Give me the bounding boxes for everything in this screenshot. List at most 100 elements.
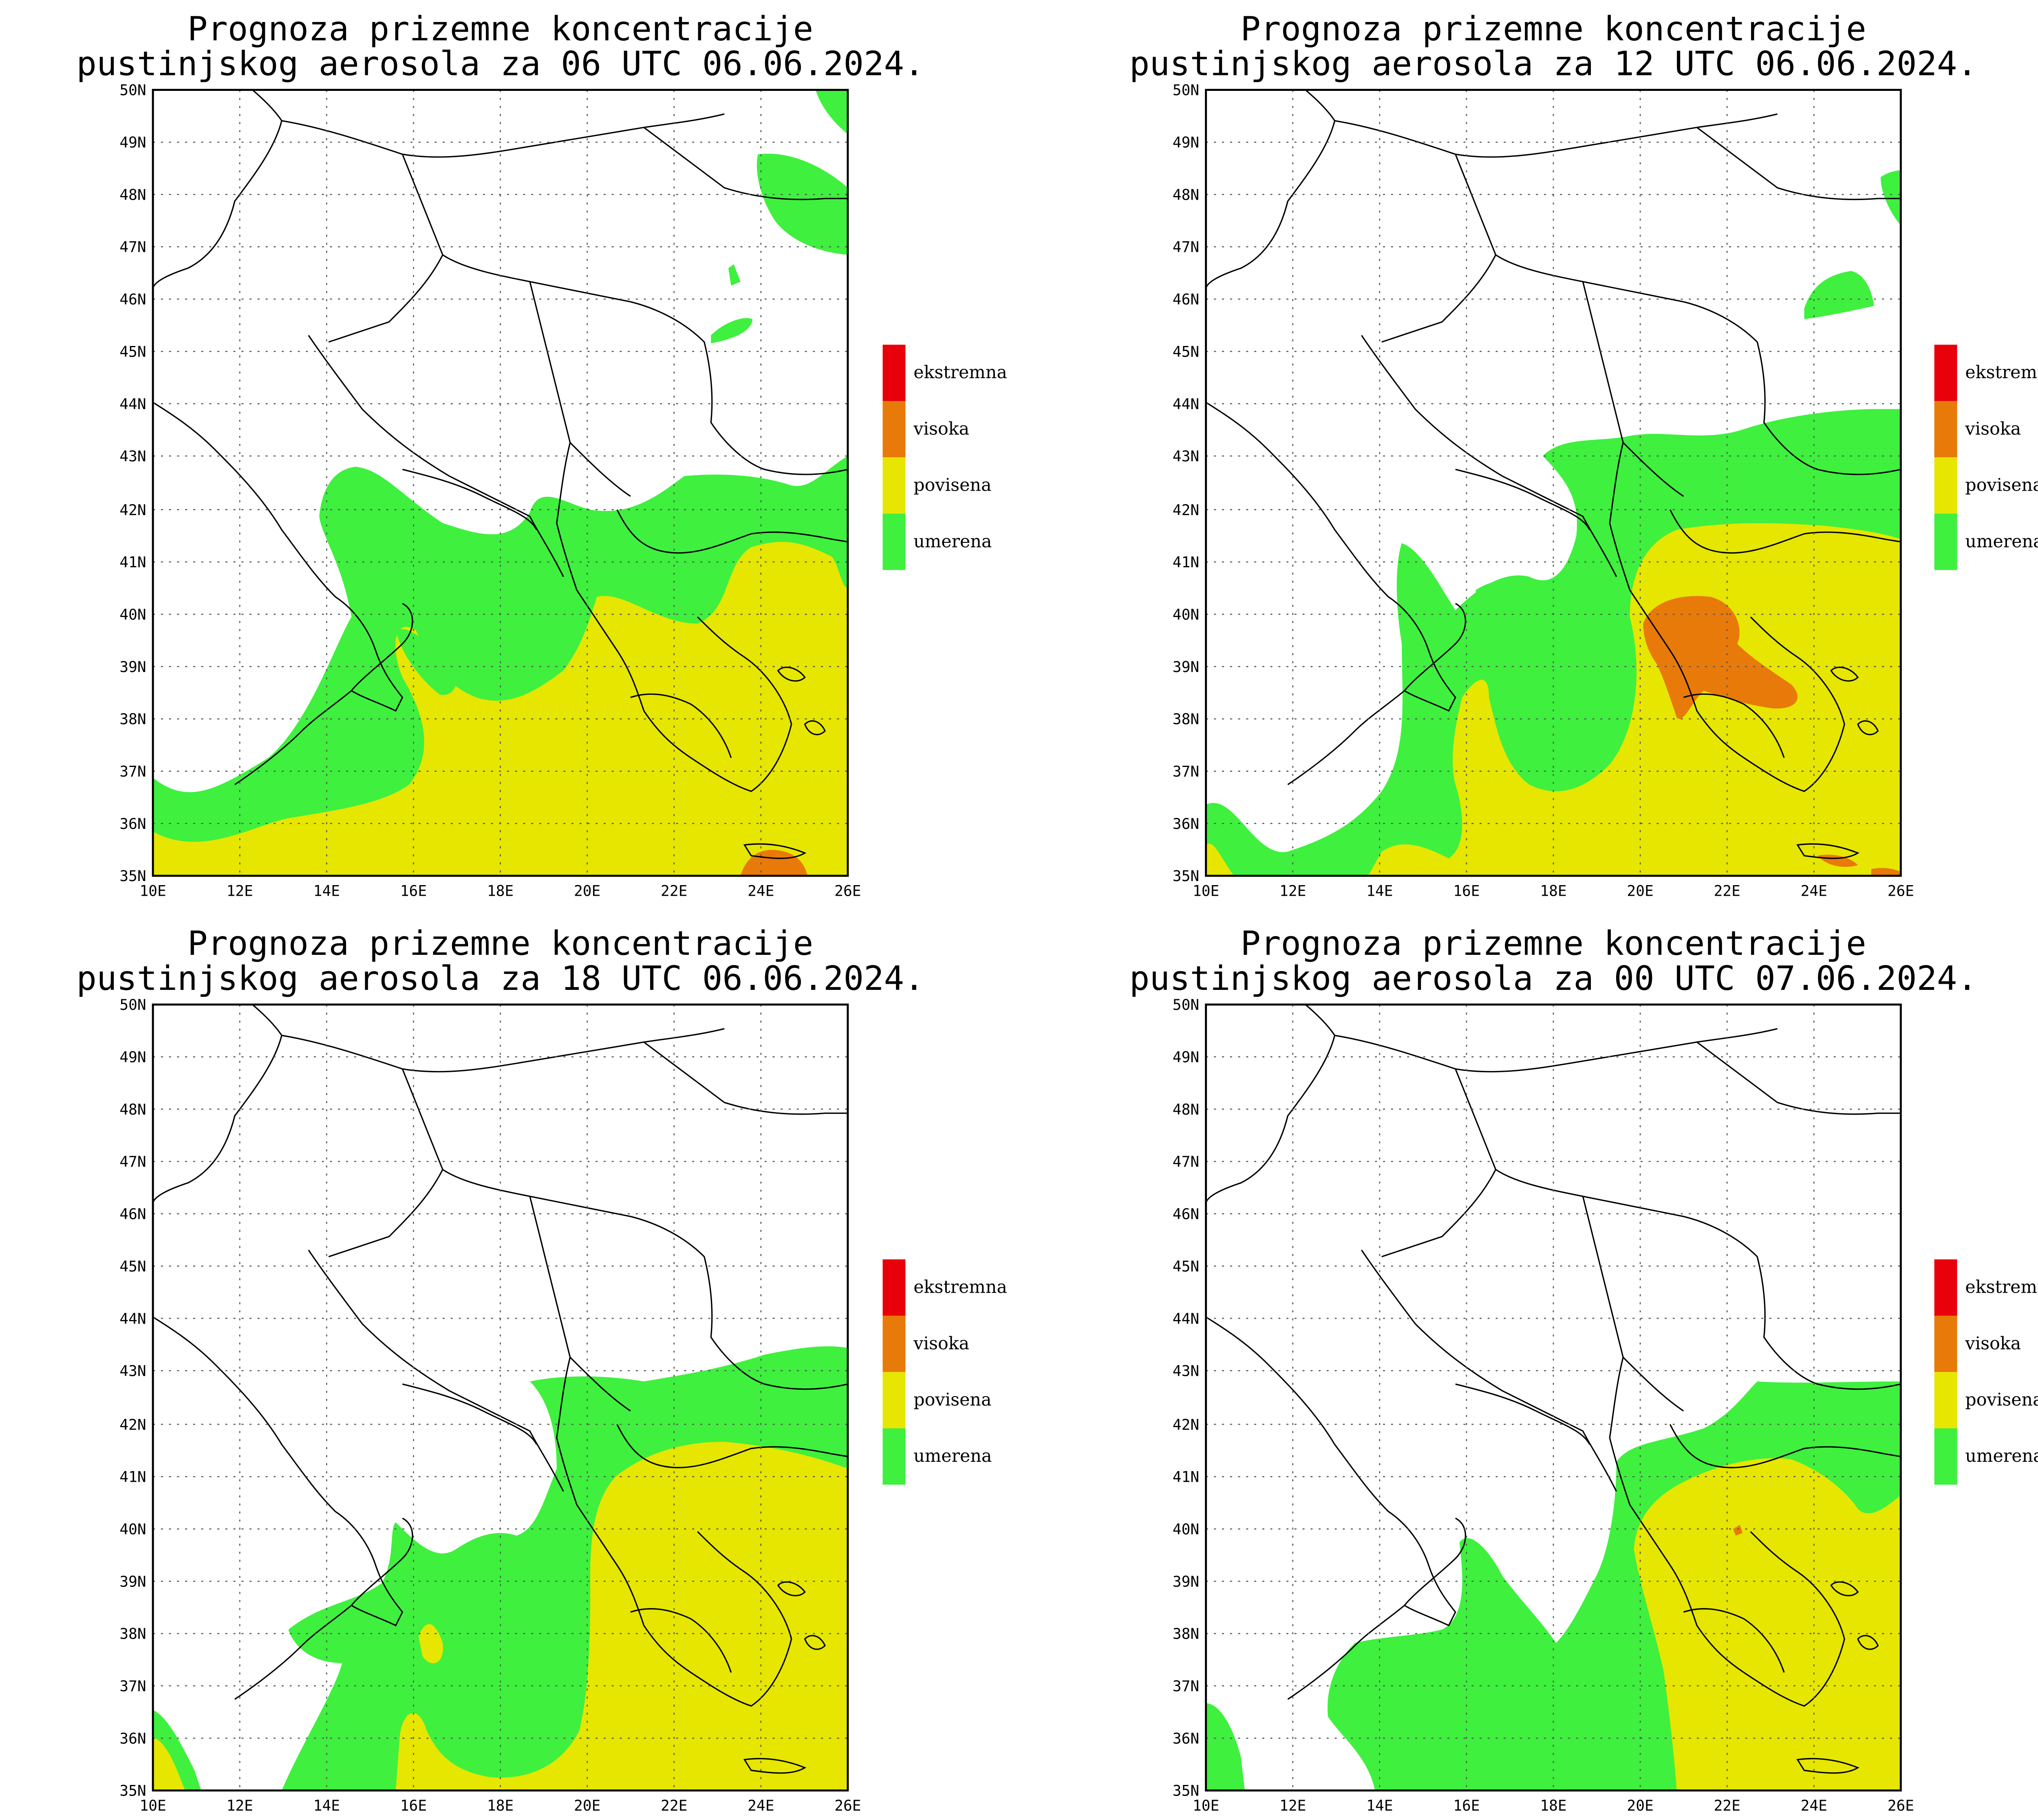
map-frame xyxy=(152,1003,849,1792)
lat-tick-label: 45N xyxy=(1173,343,1199,360)
lon-tick-label: 18E xyxy=(1540,882,1566,899)
lat-tick-label: 44N xyxy=(119,395,146,413)
lat-tick-label: 38N xyxy=(119,1625,146,1643)
lat-tick-label: 35N xyxy=(119,867,146,885)
dust-zone-visoka xyxy=(1643,596,1798,719)
legend-swatch-umerena xyxy=(882,1428,906,1485)
legend-swatch-povisena xyxy=(882,457,906,514)
lat-tick-label: 37N xyxy=(119,1677,146,1695)
lat-tick-label: 43N xyxy=(119,1362,146,1380)
lat-tick-label: 48N xyxy=(119,186,146,203)
lon-tick-label: 12E xyxy=(227,882,253,899)
coastlines-and-borders xyxy=(1206,1005,1901,1774)
dust-field xyxy=(1206,1381,1901,1791)
lat-tick-label: 45N xyxy=(119,1258,146,1275)
dust-zone-umerena-inner xyxy=(395,629,457,695)
lat-tick-label: 50N xyxy=(119,996,146,1014)
dust-zone-umerena-spot xyxy=(711,318,753,344)
legend-label: umerena xyxy=(1965,531,2038,552)
coastlines-and-borders xyxy=(153,1005,848,1774)
legend-label: ekstremna xyxy=(1965,362,2038,383)
dust-zone-povisena xyxy=(1206,844,1234,876)
legend-swatch-povisena xyxy=(1934,457,1957,514)
lat-tick-label: 36N xyxy=(119,815,146,833)
lon-tick-label: 16E xyxy=(1453,882,1480,899)
lat-tick-label: 39N xyxy=(119,658,146,676)
longitude-ticks: 10E 12E 14E 16E 18E 20E 22E 24E 26E xyxy=(1193,1797,1914,1814)
legend: ekstremna visoka povisena umerena xyxy=(882,344,1007,570)
coastlines-and-borders xyxy=(153,90,848,859)
lon-tick-label: 24E xyxy=(1801,882,1827,899)
legend-swatch-umerena xyxy=(1934,1428,1957,1485)
forecast-panel-06utc: Prognoza prizemne koncentracije pustinjs… xyxy=(76,10,1007,900)
lat-tick-label: 37N xyxy=(1173,763,1199,780)
panel-title-line2: pustinjskog aerosola za 18 UTC 06.06.202… xyxy=(76,959,924,998)
lon-tick-label: 22E xyxy=(1714,1797,1740,1814)
lon-tick-label: 20E xyxy=(1627,882,1653,899)
lon-tick-label: 12E xyxy=(1279,882,1306,899)
legend-swatch-ekstremna xyxy=(882,344,906,401)
longitude-ticks: 10E 12E 14E 16E 18E 20E 22E 24E 26E xyxy=(1193,882,1914,899)
graticule xyxy=(1206,1005,1901,1791)
lat-tick-label: 36N xyxy=(1173,815,1199,833)
panel-title-line1: Prognoza prizemne koncentracije xyxy=(1240,10,1866,48)
lat-tick-label: 41N xyxy=(1173,553,1199,571)
lat-tick-label: 41N xyxy=(119,553,146,571)
dust-zone-umerena-ne xyxy=(757,154,848,255)
legend-label: visoka xyxy=(913,419,969,439)
legend-label: umerena xyxy=(913,1446,992,1466)
lon-tick-label: 26E xyxy=(834,882,861,899)
legend-label: ekstremna xyxy=(1965,1277,2038,1298)
lat-tick-label: 46N xyxy=(1173,1205,1199,1223)
dust-zone-umerena-n xyxy=(815,90,848,134)
lat-tick-label: 49N xyxy=(1173,1049,1199,1066)
lon-tick-label: 18E xyxy=(487,882,514,899)
panel-title-line1: Prognoza prizemne koncentracije xyxy=(1240,924,1866,963)
lat-tick-label: 43N xyxy=(1173,1362,1199,1380)
lon-tick-label: 10E xyxy=(1193,1797,1219,1814)
lon-tick-label: 16E xyxy=(400,1797,427,1814)
coastlines-and-borders xyxy=(1206,90,1901,859)
lat-tick-label: 35N xyxy=(1173,1782,1199,1800)
latitude-ticks: 35N 36N 37N 38N 39N 40N 41N 42N 43N 44N … xyxy=(1173,996,1199,1800)
lon-tick-label: 26E xyxy=(834,1797,861,1814)
lon-tick-label: 24E xyxy=(1801,1797,1827,1814)
lon-tick-label: 14E xyxy=(313,882,340,899)
lat-tick-label: 35N xyxy=(119,1782,146,1800)
dust-zone-visoka-se xyxy=(1871,868,1901,876)
lat-tick-label: 49N xyxy=(119,134,146,151)
lon-tick-label: 22E xyxy=(661,1797,687,1814)
longitude-ticks: 10E 12E 14E 16E 18E 20E 22E 24E 26E xyxy=(139,1797,861,1814)
lon-tick-label: 22E xyxy=(1714,882,1740,899)
dust-field xyxy=(153,1346,848,1791)
legend-label: povisena xyxy=(913,1390,991,1410)
panel-title-line2: pustinjskog aerosola za 06 UTC 06.06.202… xyxy=(76,44,924,83)
dust-zone-povisena xyxy=(153,542,848,876)
lat-tick-label: 50N xyxy=(1173,82,1199,99)
legend-swatch-umerena xyxy=(882,513,906,570)
lat-tick-label: 38N xyxy=(119,710,146,728)
lat-tick-label: 40N xyxy=(1173,606,1199,623)
lon-tick-label: 12E xyxy=(227,1797,253,1814)
legend-swatch-ekstremna xyxy=(1934,344,1957,401)
lat-tick-label: 37N xyxy=(1173,1677,1199,1695)
lat-tick-label: 36N xyxy=(1173,1730,1199,1747)
legend-swatch-visoka xyxy=(1934,401,1957,458)
map-frame xyxy=(152,89,849,877)
lat-tick-label: 43N xyxy=(119,447,146,465)
dust-zone-umerena-dot xyxy=(728,264,741,286)
lat-tick-label: 37N xyxy=(119,763,146,780)
legend-swatch-visoka xyxy=(1934,1315,1957,1372)
dust-zone-umerena-w xyxy=(1206,1703,1245,1791)
lat-tick-label: 41N xyxy=(1173,1468,1199,1486)
lon-tick-label: 10E xyxy=(139,882,166,899)
lon-tick-label: 20E xyxy=(1627,1797,1653,1814)
lat-tick-label: 47N xyxy=(119,1153,146,1170)
lat-tick-label: 44N xyxy=(1173,395,1199,413)
lon-tick-label: 24E xyxy=(748,1797,774,1814)
legend-swatch-povisena xyxy=(1934,1372,1957,1428)
lon-tick-label: 12E xyxy=(1279,1797,1306,1814)
lon-tick-label: 16E xyxy=(1453,1797,1480,1814)
forecast-panel-00utc: Prognoza prizemne koncentracije pustinjs… xyxy=(1129,924,2038,1814)
longitude-ticks: 10E 12E 14E 16E 18E 20E 22E 24E 26E xyxy=(139,882,861,899)
